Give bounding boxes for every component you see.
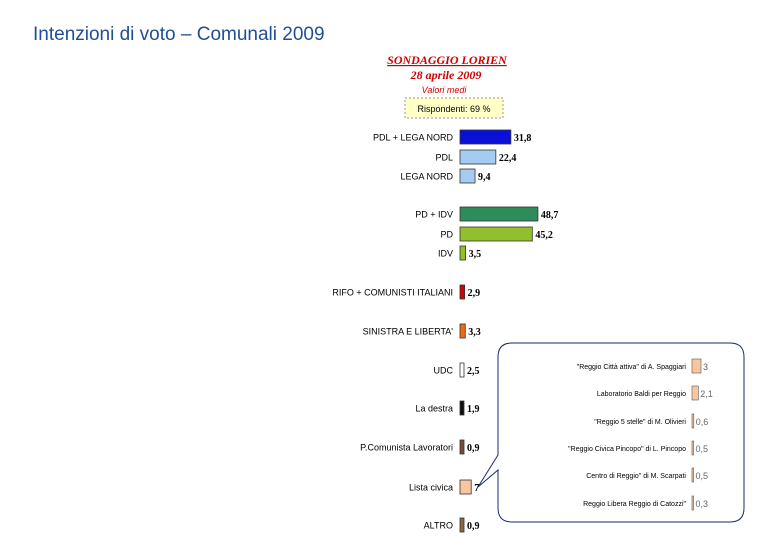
bar-category-label: La destra: [415, 404, 453, 414]
bar-value-label: 9,4: [478, 172, 491, 183]
bar: [459, 149, 497, 165]
main-bars: PDL + LEGA NORD 31,8 PDL 22,4 LEGA NORD 9,4 PD…: [332, 129, 559, 533]
bar: [459, 439, 465, 455]
callout-category-label: Reggio Libera Reggio di Catozzi": [583, 501, 686, 508]
bar-value-label: 48,7: [541, 210, 559, 221]
lista-civica-callout-box: [477, 342, 745, 523]
callout-bar: [691, 495, 694, 511]
bar-category-label: LEGA NORD: [400, 172, 453, 182]
callout-bar: [691, 413, 695, 429]
callout-value-label: 3: [703, 362, 708, 372]
bar-category-label: Lista civica: [409, 483, 453, 493]
bar-category-label: PD: [440, 230, 453, 240]
callout-category-label: Laboratorio Baldi per Reggio: [597, 391, 686, 398]
respondents-box: [404, 97, 504, 119]
callout-bar: [691, 385, 699, 401]
bar-category-label: UDC: [434, 366, 454, 376]
callout-bar: [691, 358, 702, 374]
bar-value-label: 0,9: [467, 443, 480, 454]
callout-value-label: 2,1: [700, 389, 713, 399]
callout-value-label: 0,5: [696, 444, 709, 454]
callout-value-label: 0,6: [696, 417, 709, 427]
callout-bar: [691, 467, 694, 483]
bar-value-label: 2,9: [468, 288, 481, 299]
bar: [459, 284, 466, 300]
page-title: Intenzioni di voto – Comunali 2009: [33, 24, 325, 45]
values-note: Valori medi: [422, 85, 468, 95]
bar: [459, 206, 539, 222]
bar: [459, 362, 465, 378]
bar: [459, 245, 466, 261]
bar-category-label: PDL: [435, 153, 453, 163]
callout-bars: "Reggio Città attiva" di A. Spaggiari 3 La…: [568, 358, 713, 511]
bar-value-label: 2,5: [467, 366, 480, 377]
bar: [459, 400, 465, 416]
bar: [459, 226, 533, 242]
bar-value-label: 22,4: [499, 153, 516, 164]
poll-date: 28 aprile 2009: [410, 68, 482, 82]
bar-value-label: 45,2: [535, 230, 553, 241]
bar-category-label: PD + IDV: [415, 210, 453, 220]
callout-category-label: "Reggio Città attiva" di A. Spaggiari: [577, 364, 687, 371]
bar: [459, 129, 512, 145]
bar-value-label: 3,3: [468, 327, 481, 338]
bar-value-label: 31,8: [514, 133, 532, 144]
bar-category-label: SINISTRA E LIBERTA': [363, 327, 454, 337]
bar: [459, 323, 466, 339]
callout-category-label: Centro di Reggio" di M. Scarpati: [586, 473, 686, 480]
callout-category-label: "Reggio Civica Pincopo" di L. Pincopo: [568, 446, 686, 453]
bar-value-label: 7: [474, 483, 479, 494]
callout-value-label: 0,5: [696, 471, 709, 481]
callout-category-label: "Reggio 5 stelle" di M. Olivieri: [594, 419, 686, 426]
callout-bar: [691, 440, 694, 456]
respondents-label: Rispondenti: 69 %: [417, 104, 490, 114]
bar-value-label: 0,9: [467, 521, 480, 532]
callout-value-label: 0,3: [696, 499, 709, 509]
bar-category-label: P.Comunista Lavoratori: [360, 443, 453, 453]
bar: [459, 479, 472, 495]
bar: [459, 517, 465, 533]
bar-category-label: IDV: [438, 249, 453, 259]
bar-category-label: ALTRO: [424, 521, 453, 531]
bar: [459, 168, 476, 184]
bar-category-label: RIFO + COMUNISTI ITALIANI: [332, 288, 453, 298]
bar-value-label: 3,5: [469, 249, 482, 260]
bar-value-label: 1,9: [467, 404, 480, 415]
poll-name: SONDAGGIO LORIEN: [387, 53, 508, 67]
bar-category-label: PDL + LEGA NORD: [373, 133, 453, 143]
